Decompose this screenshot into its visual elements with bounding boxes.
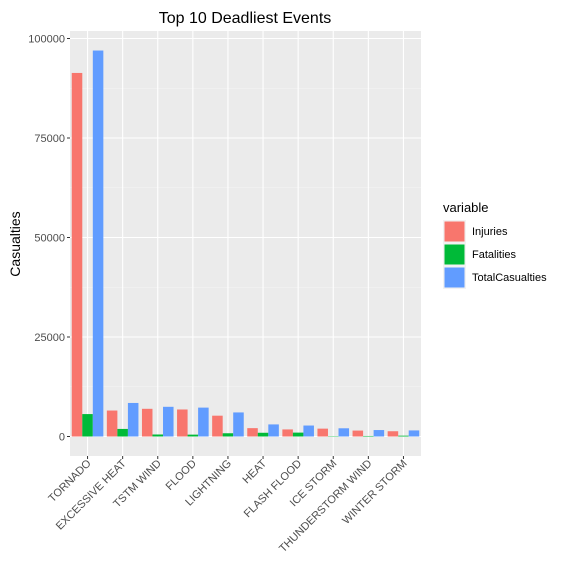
legend-title: variable — [443, 200, 489, 215]
bar-totalcasualties-flash-flood — [303, 425, 314, 437]
grid-lines — [70, 31, 421, 456]
bar-totalcasualties-thunderstorm-wind — [373, 430, 385, 437]
bar-totalcasualties-flood — [198, 407, 209, 437]
bar-fatalities-thunderstorm-wind — [363, 435, 374, 437]
x-tick-label: WINTER STORM — [340, 458, 409, 527]
bar-injuries-tstm-wind — [141, 408, 153, 437]
bar-injuries-tornado — [71, 72, 83, 437]
bar-totalcasualties-lightning — [233, 412, 244, 437]
bar-fatalities-heat — [257, 432, 269, 437]
bar-totalcasualties-ice-storm — [338, 428, 350, 437]
bar-injuries-ice-storm — [317, 428, 328, 437]
legend-label-injuries: Injuries — [472, 226, 508, 238]
bar-totalcasualties-tstm-wind — [163, 406, 174, 437]
legend-swatch-injuries — [444, 221, 465, 242]
bar-totalcasualties-tornado — [92, 50, 104, 437]
bar-fatalities-winter-storm — [398, 435, 409, 437]
bar-injuries-flood — [177, 409, 188, 437]
bar-fatalities-tstm-wind — [152, 434, 164, 437]
bar-totalcasualties-heat — [268, 424, 279, 437]
bar-injuries-thunderstorm-wind — [352, 430, 364, 437]
bar-injuries-flash-flood — [282, 429, 293, 437]
bar-injuries-heat — [247, 428, 258, 437]
bar-fatalities-lightning — [222, 433, 234, 437]
x-tick-label: FLOOD — [164, 458, 199, 493]
legend-label-fatalities: Fatalities — [472, 249, 517, 261]
legend-swatch-totalcasualties — [444, 267, 465, 288]
y-tick-label: 75000 — [34, 133, 65, 145]
y-axis-ticks: 0 25000 50000 75000 100000 — [28, 34, 70, 444]
bar-fatalities-tornado — [82, 414, 93, 437]
y-tick-label: 50000 — [34, 233, 65, 245]
bar-injuries-winter-storm — [387, 431, 399, 437]
y-tick-label: 0 — [59, 432, 65, 444]
x-tick-label: HEAT — [241, 457, 270, 486]
bar-fatalities-flood — [187, 434, 199, 437]
legend: variable Injuries Fatalities TotalCasualti… — [443, 200, 547, 289]
bar-injuries-excessive-heat — [106, 410, 118, 437]
legend-swatch-fatalities — [444, 244, 465, 265]
legend-label-totalcasualties: TotalCasualties — [472, 272, 547, 284]
chart-title: Top 10 Deadliest Events — [159, 10, 332, 27]
y-tick-label: 100000 — [28, 34, 65, 46]
bar-fatalities-flash-flood — [292, 432, 304, 437]
bar-totalcasualties-excessive-heat — [127, 402, 139, 437]
plot-panel — [70, 31, 421, 456]
bar-fatalities-excessive-heat — [117, 428, 128, 437]
bar-totalcasualties-winter-storm — [408, 430, 420, 437]
bar-injuries-lightning — [212, 415, 223, 437]
y-axis-title: Casualties — [7, 211, 23, 276]
bars — [71, 50, 420, 437]
y-tick-label: 25000 — [34, 332, 65, 344]
